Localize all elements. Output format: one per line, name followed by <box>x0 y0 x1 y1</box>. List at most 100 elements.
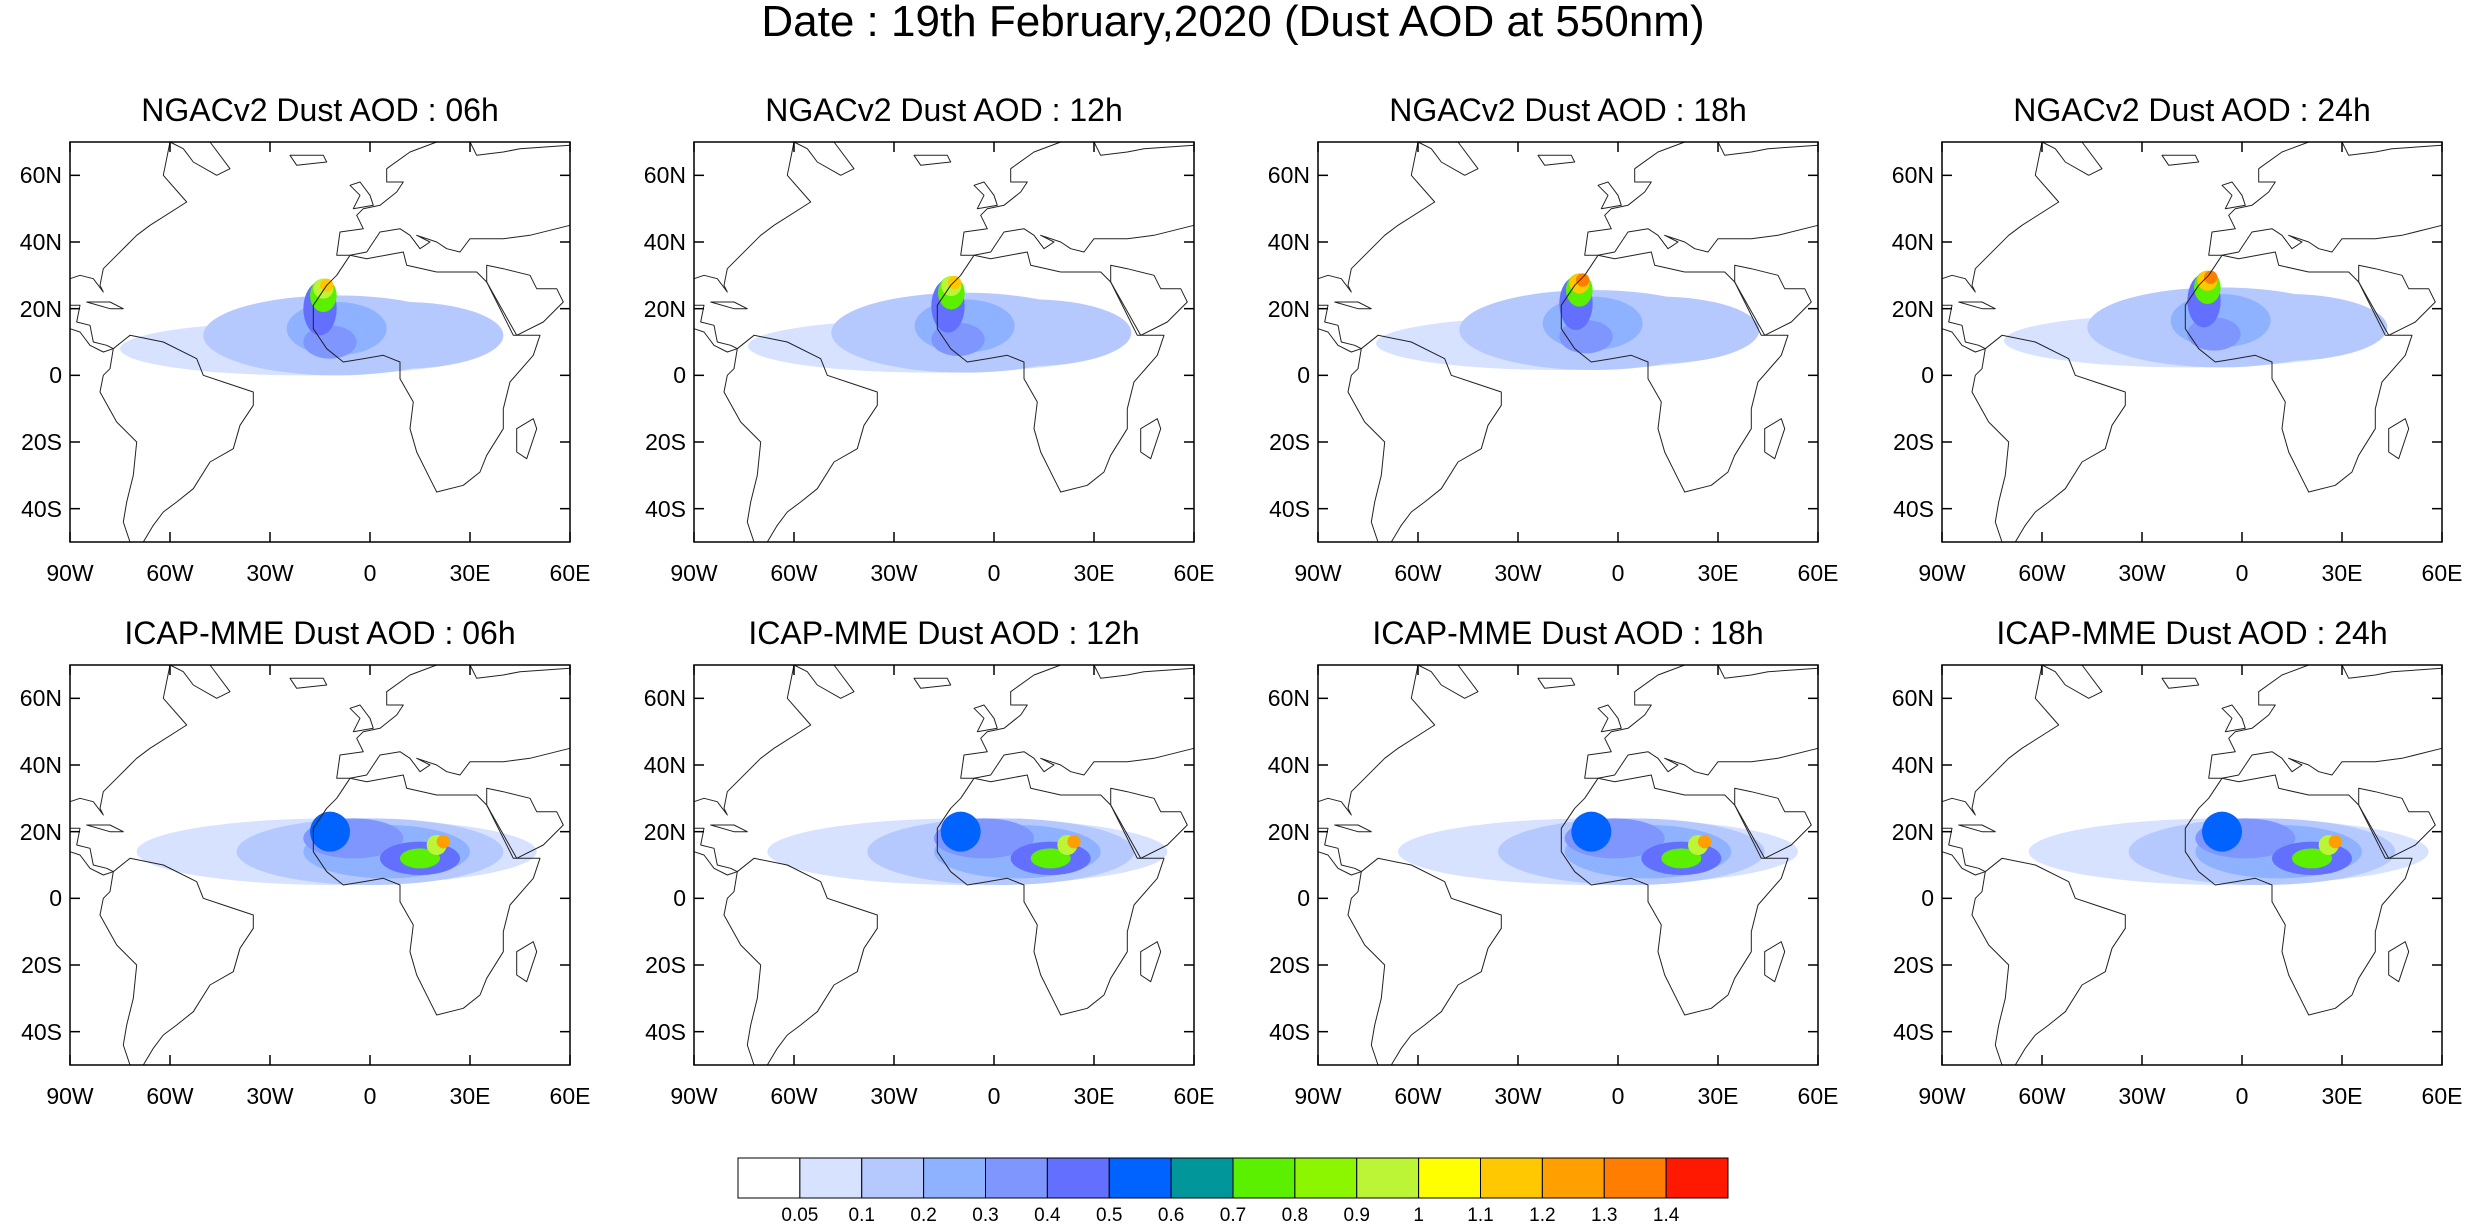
lon-tick-label: 60W <box>146 1083 194 1109</box>
colorbar-swatch <box>1170 1157 1234 1199</box>
colorbar-swatch <box>1294 1157 1358 1199</box>
colorbar-swatch <box>1418 1157 1481 1199</box>
colorbar-label: 0.9 <box>1343 1205 1370 1226</box>
coastline <box>1734 264 1812 336</box>
map-frame <box>1317 664 1819 1066</box>
dust-aod-region <box>2292 848 2332 869</box>
lon-tick-label: 30W <box>1494 1083 1542 1109</box>
coastline <box>2208 664 2443 779</box>
coastline <box>723 334 878 543</box>
dust-aod-region <box>948 276 962 290</box>
colorbar-swatch <box>1108 1157 1172 1199</box>
dust-aod-region <box>310 811 350 852</box>
lon-tick-label: 30W <box>2118 560 2166 586</box>
colorbar-swatch <box>1232 1157 1296 1199</box>
dust-aod-region <box>2202 811 2242 852</box>
lat-tick-label: 40N <box>1891 752 1934 778</box>
lat-tick-label: 20N <box>19 295 62 322</box>
map-frame <box>1941 664 2443 1066</box>
lat-tick-label: 20S <box>1893 429 1934 455</box>
lat-tick-label: 40S <box>1893 1018 1934 1045</box>
coastline <box>693 304 738 353</box>
colorbar-label: 0.5 <box>1096 1205 1123 1226</box>
coastline <box>1347 334 1502 543</box>
lon-tick-label: 30E <box>1073 1083 1115 1109</box>
coastline <box>1417 664 1479 699</box>
lon-tick-label: 60W <box>1394 560 1442 586</box>
lon-tick-label: 60W <box>146 560 194 586</box>
lon-tick-label: 30E <box>2321 1083 2363 1109</box>
colorbar-label: 0.7 <box>1219 1205 1247 1226</box>
lat-tick-label: 20S <box>1893 952 1934 978</box>
lon-tick-label: 0 <box>987 1083 1001 1109</box>
coastline <box>349 181 374 210</box>
lat-tick-label: 20N <box>643 295 686 322</box>
lat-tick-label: 40S <box>1893 495 1934 522</box>
coastline <box>1971 857 2126 1066</box>
dust-aod-region <box>940 811 981 852</box>
lat-tick-label: 20S <box>645 429 686 455</box>
colorbar-label: 0.05 <box>781 1205 819 1226</box>
coastline <box>1584 141 1819 256</box>
lat-tick-label: 60N <box>643 685 686 712</box>
colorbar-swatch <box>1603 1157 1667 1199</box>
coastline <box>1560 774 1789 1016</box>
lon-tick-label: 30W <box>1494 560 1542 586</box>
lon-tick-label: 30E <box>449 1083 491 1109</box>
dust-aod-region <box>1571 811 1612 852</box>
colorbar-swatch <box>861 1157 925 1199</box>
coastline <box>2358 787 2436 859</box>
panel-title: ICAP-MME Dust AOD : 06h <box>124 615 516 651</box>
coastline <box>973 181 998 210</box>
colorbar-label: 1.1 <box>1467 1205 1494 1226</box>
panel-title: ICAP-MME Dust AOD : 18h <box>1372 615 1764 651</box>
coastline <box>1110 264 1188 336</box>
lon-tick-label: 30E <box>449 560 491 586</box>
coastline <box>486 264 564 336</box>
colorbar-swatches <box>737 1157 1729 1199</box>
lon-tick-label: 90W <box>46 1083 94 1109</box>
lat-tick-label: 40S <box>1269 1018 1310 1045</box>
lat-tick-label: 20N <box>1267 295 1310 322</box>
coastline <box>1317 827 1362 876</box>
lon-tick-label: 60W <box>2018 560 2066 586</box>
panel-title: NGACv2 Dust AOD : 24h <box>2013 92 2371 128</box>
colorbar-label: 0.3 <box>972 1205 999 1226</box>
coastline <box>960 664 1195 779</box>
coastline <box>1537 677 1576 689</box>
lon-tick-label: 30E <box>2321 560 2363 586</box>
lat-tick-label: 40N <box>1891 229 1934 255</box>
coastline <box>723 857 878 1066</box>
lat-tick-label: 20N <box>1891 295 1934 322</box>
coastline <box>2161 154 2200 166</box>
dust-aod-region <box>436 835 451 849</box>
map-frame <box>1941 141 2443 543</box>
colorbar-label: 0.2 <box>910 1205 937 1226</box>
coastline <box>1971 334 2126 543</box>
lon-tick-label: 90W <box>1918 560 1966 586</box>
map-frame <box>693 141 1195 543</box>
colorbar-label: 1 <box>1413 1205 1424 1226</box>
lon-tick-label: 90W <box>46 560 94 586</box>
colorbar-swatch <box>799 1157 863 1199</box>
coastline <box>1334 824 1372 833</box>
lon-tick-label: 30W <box>2118 1083 2166 1109</box>
lon-tick-label: 60W <box>1394 1083 1442 1109</box>
coastline <box>710 301 748 310</box>
colorbar-swatch <box>1046 1157 1110 1199</box>
dust-aod-region <box>400 848 440 869</box>
lat-tick-label: 20N <box>643 818 686 845</box>
map-plot-area <box>1317 141 1819 543</box>
coastline <box>710 824 748 833</box>
lon-tick-label: 30E <box>1073 560 1115 586</box>
lon-tick-label: 30W <box>246 1083 294 1109</box>
coastline <box>913 677 952 689</box>
lon-tick-label: 60E <box>549 1083 591 1109</box>
colorbar-label: 1.4 <box>1652 1205 1680 1226</box>
coastline <box>516 941 538 983</box>
lat-tick-label: 60N <box>19 162 62 189</box>
lon-tick-label: 30E <box>1697 560 1739 586</box>
lat-tick-label: 0 <box>49 885 62 912</box>
map-plot-area <box>69 141 571 543</box>
map-frame <box>693 664 1195 1066</box>
